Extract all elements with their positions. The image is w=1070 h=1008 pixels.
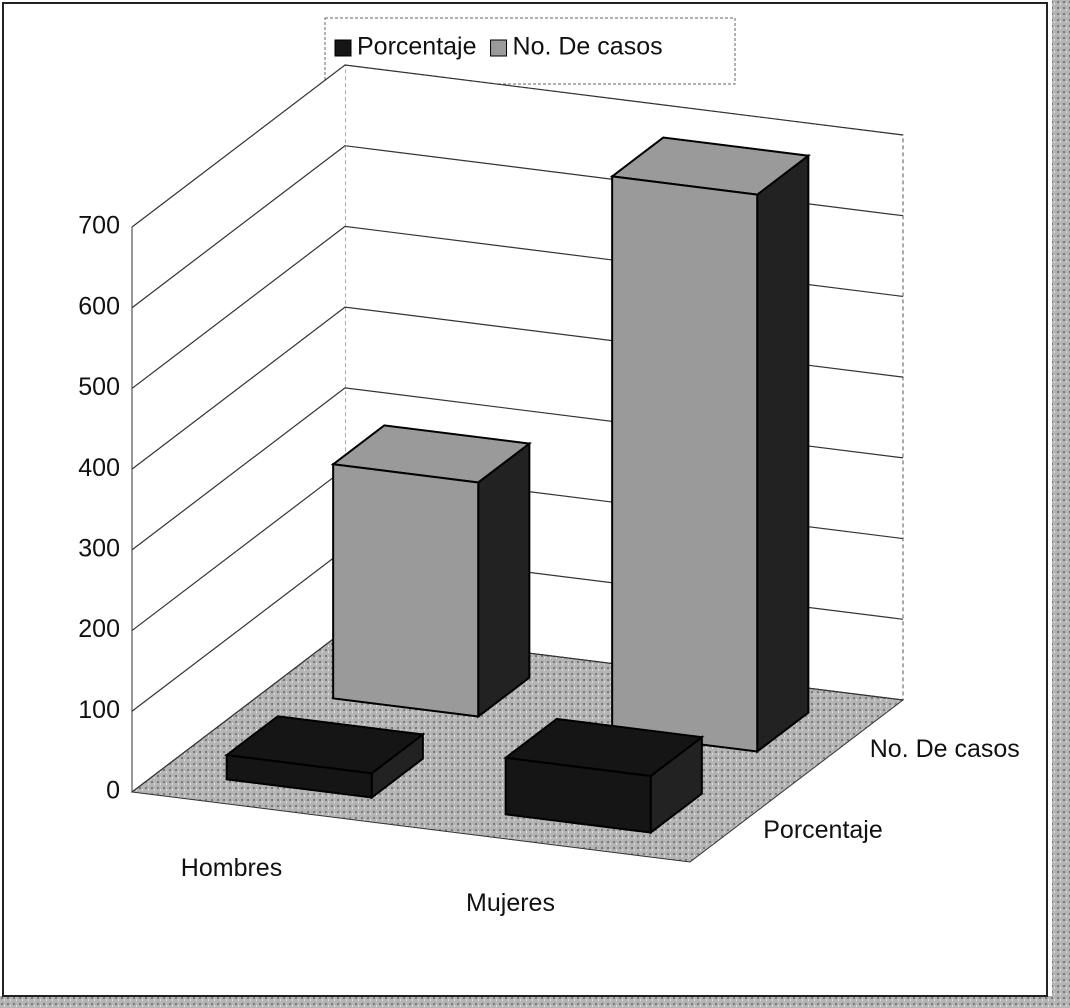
- depth-label: Porcentaje: [763, 816, 883, 844]
- legend-label: No. De casos: [513, 33, 663, 61]
- bar: [503, 717, 705, 835]
- frame: [2, 2, 1048, 997]
- bar: [224, 715, 426, 800]
- depth-label: No. De casos: [870, 735, 1020, 763]
- y-tick-label: 600: [78, 292, 120, 320]
- bar-front: [225, 753, 373, 799]
- scan-edge: [1052, 0, 1070, 1008]
- y-tick-label: 500: [78, 373, 120, 401]
- legend-label: Porcentaje: [357, 33, 477, 61]
- y-tick-label: 200: [78, 615, 120, 643]
- bar-side: [477, 441, 531, 719]
- left-wall: [132, 65, 345, 792]
- y-tick-label: 300: [78, 534, 120, 562]
- x-tick-label: Hombres: [181, 854, 282, 882]
- bar-front: [611, 175, 759, 753]
- scan-edge: [0, 996, 1070, 1008]
- legend-swatch: [490, 39, 508, 57]
- bar-front: [504, 756, 652, 834]
- bar: [609, 136, 811, 754]
- y-tick-label: 100: [78, 696, 120, 724]
- x-tick-label: Mujeres: [466, 889, 555, 917]
- y-tick-label: 400: [78, 454, 120, 482]
- bar: [330, 424, 532, 719]
- bar-front: [332, 463, 480, 718]
- legend-swatch: [334, 39, 352, 57]
- bar-side: [756, 153, 810, 754]
- y-tick-label: 0: [106, 777, 120, 805]
- grid-line: [131, 64, 904, 228]
- y-tick-label: 700: [78, 212, 120, 240]
